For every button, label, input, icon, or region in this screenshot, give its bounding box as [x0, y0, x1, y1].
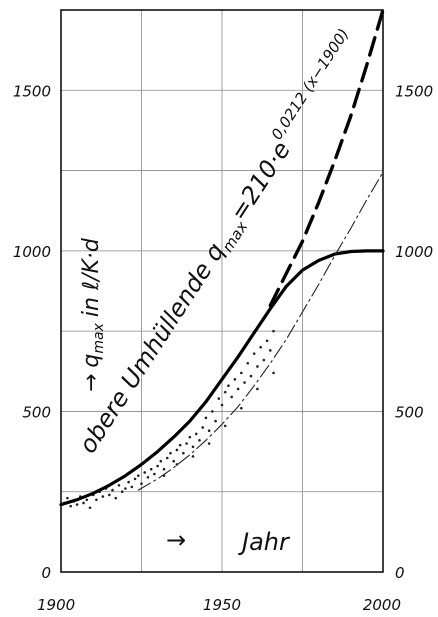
scatter-point [217, 397, 221, 400]
scatter-point [220, 403, 224, 407]
scatter-point [252, 352, 256, 355]
scatter-point [249, 374, 253, 378]
scatter-point [175, 448, 179, 452]
scatter-point [108, 493, 111, 497]
scatter-point [114, 496, 118, 500]
series-line-thin-dashdot [137, 171, 384, 491]
scatter-point [256, 387, 259, 391]
y-tick-label-right: 1500 [395, 82, 433, 100]
scatter-point [178, 443, 182, 447]
scatter-point [227, 384, 230, 388]
scatter-point [66, 496, 69, 500]
scatter-point [201, 426, 204, 429]
scatter-point [230, 395, 233, 399]
y-label-sub: max [91, 322, 107, 353]
scatter-points [62, 329, 275, 510]
x-tick-label: 2000 [363, 596, 401, 614]
x-ticks: 1900 1950 2000 [37, 596, 401, 614]
scatter-point [256, 365, 259, 368]
scatter-point [85, 498, 89, 502]
scatter-point [223, 424, 227, 428]
scatter-point [75, 503, 79, 506]
scatter-point [175, 463, 179, 466]
scatter-point [172, 459, 175, 463]
scatter-point [162, 467, 166, 471]
scatter-point [111, 488, 114, 492]
scatter-point [191, 455, 195, 458]
series-line-thick-dashed [268, 8, 385, 308]
scatter-point [120, 490, 124, 494]
formula-exp: 0,0212 (x−1900) [268, 25, 353, 143]
scatter-point [211, 410, 214, 413]
scatter-point [262, 358, 266, 362]
y-ticks-right: 0 500 1000 1500 [395, 82, 433, 582]
y-tick-label-right: 500 [395, 403, 424, 421]
scatter-point [194, 432, 198, 436]
y-tick-label-left: 0 [41, 564, 51, 582]
scatter-point [188, 435, 192, 439]
scatter-point [143, 471, 147, 474]
scatter-point [182, 451, 185, 455]
scatter-point [101, 495, 105, 498]
scatter-point [156, 464, 159, 468]
scatter-point [146, 475, 150, 479]
scatter-point [127, 480, 130, 484]
scatter-point [185, 442, 188, 445]
scatter-point [159, 459, 163, 463]
scatter-point [165, 456, 169, 460]
scatter-point [140, 482, 143, 485]
y-tick-label-right: 1000 [395, 243, 433, 261]
scatter-point [240, 371, 243, 375]
scatter-point [88, 506, 92, 510]
scatter-point [191, 445, 195, 449]
scatter-point [207, 429, 211, 432]
y-label-arrow: → [79, 374, 104, 392]
scatter-point [130, 485, 134, 489]
formula-main: =210·e [225, 136, 297, 225]
y-ticks-left: 0 500 1000 1500 [13, 82, 51, 582]
scatter-point [153, 472, 156, 476]
series-lines [59, 8, 385, 507]
scatter-point [207, 442, 211, 445]
scatter-point [259, 345, 262, 349]
y-axis-label: → qmax in ℓ/K·d [79, 237, 107, 392]
scatter-point [69, 504, 72, 508]
scatter-point [169, 451, 172, 455]
x-tick-label: 1950 [203, 596, 241, 614]
y-label-unit: in ℓ/K·d [79, 237, 104, 317]
x-axis-arrow: → [166, 526, 186, 554]
y-tick-label-left: 1500 [13, 82, 51, 100]
scatter-point [198, 439, 201, 442]
x-tick-label: 1900 [37, 596, 75, 614]
scatter-point [214, 419, 217, 423]
y-tick-label-left: 1000 [13, 243, 51, 261]
chart-grid [61, 10, 383, 572]
scatter-point [136, 474, 140, 477]
scatter-point [133, 477, 137, 481]
scatter-point [236, 387, 240, 391]
series-line-thick-solid [59, 249, 385, 507]
scatter-point [117, 483, 121, 487]
x-axis-label: Jahr [238, 528, 291, 556]
scatter-point [82, 501, 85, 505]
scatter-point [240, 406, 243, 410]
scatter-point [243, 381, 246, 384]
scatter-point [269, 349, 272, 352]
plot-frame [60, 9, 384, 573]
scatter-point [265, 339, 269, 343]
y-tick-label-left: 500 [22, 403, 51, 421]
scatter-point [149, 467, 153, 471]
scatter-point [272, 329, 275, 333]
scatter-point [246, 361, 250, 365]
y-label-q: q [79, 354, 104, 368]
scatter-point [233, 378, 237, 381]
scatter-point [124, 487, 127, 490]
scatter-point [223, 390, 227, 394]
y-tick-label-right: 0 [395, 564, 405, 582]
scatter-point [95, 498, 98, 502]
scatter-point [272, 371, 275, 375]
scatter-point [204, 416, 208, 420]
